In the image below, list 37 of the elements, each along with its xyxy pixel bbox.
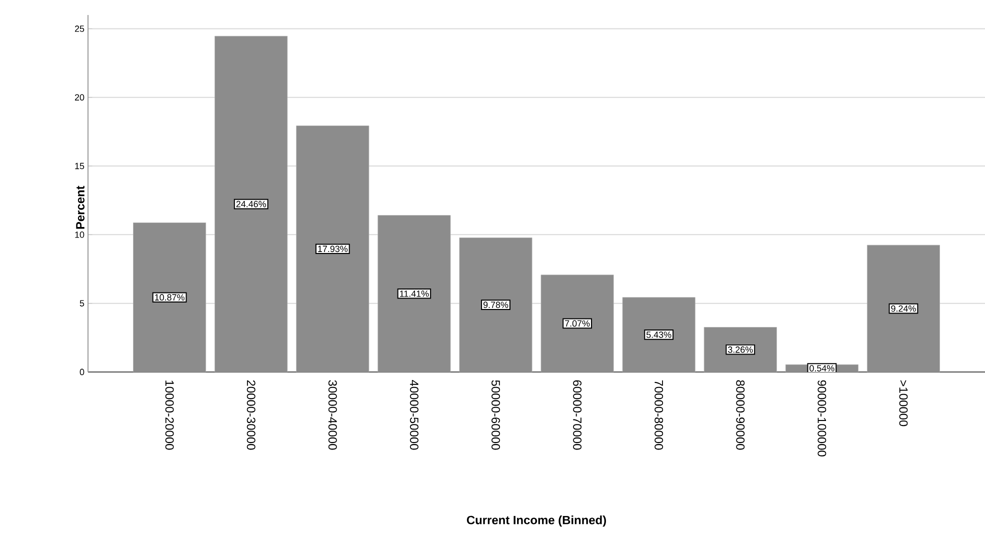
bar: [296, 126, 370, 372]
data-label: 7.07%: [565, 320, 590, 327]
data-label: 10.87%: [155, 294, 184, 301]
bar: [133, 222, 206, 372]
y-tick-label: 25: [74, 26, 84, 32]
data-label: 17.93%: [318, 246, 348, 252]
data-label: 3.26%: [728, 346, 753, 353]
bar: [378, 215, 451, 372]
x-tick-label: 90000-100000: [818, 380, 826, 456]
y-tick-label: 15: [75, 162, 84, 170]
bar: [866, 244, 940, 372]
bar: [540, 274, 614, 372]
data-label: 0.54%: [810, 365, 834, 372]
data-label: 5.43%: [646, 332, 672, 338]
x-tick-label: 30000-40000: [328, 380, 337, 450]
x-tick-label: >100000: [899, 380, 908, 426]
x-tick-label: 80000-90000: [736, 380, 745, 450]
data-label: 24.46%: [236, 200, 266, 208]
x-axis-title: Current Income (Binned): [466, 516, 606, 527]
y-tick-label: 10: [75, 232, 84, 238]
x-tick-label: 20000-30000: [246, 380, 256, 450]
x-tick-label: 60000-70000: [573, 380, 582, 450]
y-tick-label: 20: [74, 94, 84, 101]
x-tick-label: 10000-20000: [165, 380, 174, 450]
data-label: 9.24%: [891, 305, 916, 312]
y-tick-label: 0: [80, 368, 84, 376]
x-tick-label: 70000-80000: [654, 380, 664, 450]
x-tick-label: 50000-60000: [492, 380, 500, 450]
bar: [214, 36, 288, 372]
data-label: 11.41%: [400, 290, 429, 297]
bar: [459, 238, 532, 372]
bar: [704, 327, 777, 372]
y-axis-title: Percent: [76, 186, 84, 229]
data-label: 9.78%: [483, 302, 508, 308]
x-tick-label: 40000-50000: [410, 380, 418, 450]
bar: [622, 297, 696, 372]
y-tick-label: 5: [80, 300, 84, 306]
